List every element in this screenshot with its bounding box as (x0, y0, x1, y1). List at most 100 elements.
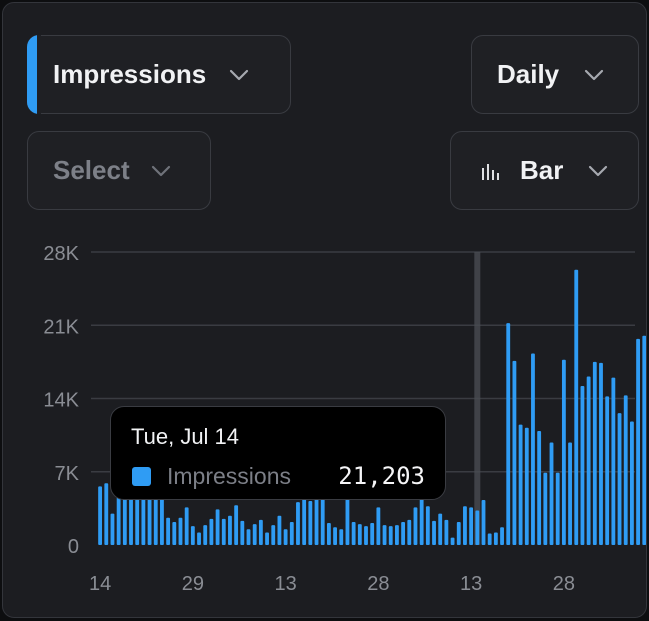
bar[interactable] (537, 430, 542, 545)
bar[interactable] (190, 526, 195, 545)
tooltip-series-swatch (132, 467, 151, 486)
bar[interactable] (240, 520, 245, 545)
bar[interactable] (277, 515, 282, 545)
bar[interactable] (512, 360, 517, 545)
bar[interactable] (636, 338, 641, 545)
bar[interactable] (487, 533, 492, 545)
bar[interactable] (438, 513, 443, 545)
bar[interactable] (555, 472, 560, 545)
bar[interactable] (178, 517, 183, 545)
bar[interactable] (215, 509, 220, 545)
bar[interactable] (228, 515, 232, 545)
bar[interactable] (364, 526, 368, 545)
bar[interactable] (388, 526, 393, 545)
bar[interactable] (122, 493, 127, 545)
bar[interactable] (296, 502, 300, 545)
bar[interactable] (221, 518, 226, 545)
bar[interactable] (580, 385, 585, 545)
bar[interactable] (568, 442, 572, 545)
bar[interactable] (531, 353, 535, 545)
bar[interactable] (592, 361, 597, 545)
bar[interactable] (314, 495, 319, 545)
bar[interactable] (549, 442, 554, 545)
bar[interactable] (382, 525, 387, 545)
bar[interactable] (265, 532, 269, 545)
metric-dropdown-label: Impressions (53, 59, 207, 89)
bar[interactable] (110, 513, 115, 545)
metric-dropdown[interactable]: Impressions (27, 35, 291, 114)
bar[interactable] (98, 486, 103, 545)
bar[interactable] (234, 505, 239, 545)
bar[interactable] (104, 483, 109, 545)
interval-dropdown[interactable]: Daily (471, 35, 639, 114)
bar[interactable] (574, 269, 579, 545)
bar[interactable] (413, 507, 418, 545)
bar[interactable] (246, 529, 251, 545)
bar[interactable] (463, 506, 467, 545)
bar[interactable] (425, 506, 430, 545)
bar[interactable] (450, 537, 455, 545)
bar[interactable] (444, 519, 449, 545)
bar[interactable] (135, 492, 140, 545)
bar[interactable] (333, 527, 337, 545)
bar[interactable] (475, 510, 480, 545)
bar[interactable] (283, 529, 288, 545)
chevron-down-icon (589, 165, 608, 176)
bar[interactable] (419, 495, 424, 545)
bar[interactable] (506, 323, 511, 545)
bar[interactable] (271, 525, 276, 545)
bar[interactable] (129, 490, 133, 545)
bar[interactable] (172, 521, 177, 545)
bar[interactable] (629, 421, 634, 545)
bar[interactable] (493, 532, 498, 545)
bar[interactable] (605, 396, 610, 545)
bar[interactable] (469, 507, 474, 545)
compare-dropdown[interactable]: Select (27, 131, 211, 210)
bar[interactable] (308, 501, 313, 545)
bar[interactable] (166, 517, 171, 545)
bar[interactable] (599, 362, 603, 545)
bar[interactable] (395, 525, 399, 545)
bar[interactable] (197, 532, 201, 545)
bar[interactable] (611, 377, 616, 545)
bar[interactable] (320, 491, 325, 545)
bar[interactable] (623, 395, 628, 545)
bar[interactable] (209, 518, 214, 545)
bar[interactable] (401, 521, 406, 545)
y-tick-label: 28K (43, 243, 79, 265)
chart-type-dropdown[interactable]: Bar (450, 131, 639, 210)
bar[interactable] (147, 492, 152, 545)
bar[interactable] (432, 520, 436, 545)
bar[interactable] (339, 529, 344, 545)
bar[interactable] (203, 525, 208, 545)
bar[interactable] (456, 521, 461, 545)
bar[interactable] (302, 493, 307, 545)
bar[interactable] (642, 335, 646, 545)
bar[interactable] (252, 524, 257, 545)
bar[interactable] (370, 523, 375, 545)
bar[interactable] (376, 507, 381, 545)
bar[interactable] (141, 494, 146, 545)
bar[interactable] (481, 500, 486, 545)
bar[interactable] (543, 472, 548, 545)
bar[interactable] (326, 523, 331, 545)
bar[interactable] (258, 519, 263, 545)
bar[interactable] (561, 359, 566, 545)
impressions-bar-chart[interactable]: 0 7K 14K 21K 28K 14 29 13 28 13 28 (3, 3, 647, 618)
bar[interactable] (518, 424, 523, 545)
bar[interactable] (184, 507, 189, 545)
x-tick-label: 14 (89, 573, 111, 595)
bar[interactable] (345, 497, 350, 545)
bar[interactable] (357, 524, 362, 545)
bar[interactable] (617, 413, 622, 545)
bar[interactable] (524, 427, 529, 545)
bar[interactable] (116, 488, 121, 545)
bar[interactable] (351, 521, 356, 545)
bar[interactable] (160, 498, 164, 545)
bar[interactable] (586, 376, 591, 545)
bar[interactable] (407, 519, 412, 545)
bar[interactable] (500, 527, 504, 545)
bar[interactable] (289, 521, 294, 545)
bar[interactable] (153, 496, 158, 545)
